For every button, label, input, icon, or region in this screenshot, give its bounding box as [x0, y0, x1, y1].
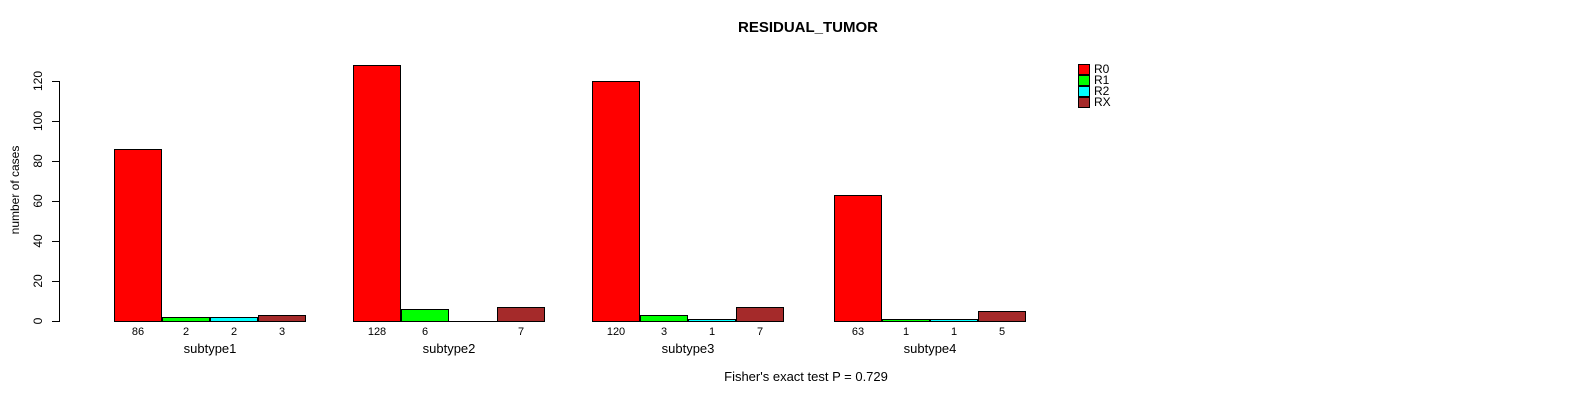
bar-value-label: 86: [131, 326, 145, 338]
legend-label: RX: [1094, 95, 1111, 109]
bar-rx-subtype1: [258, 315, 306, 322]
bar-r2-subtype4: [930, 319, 978, 322]
legend-label: R0: [1094, 62, 1110, 76]
y-tick: [52, 241, 59, 242]
y-axis-line: [59, 81, 60, 322]
bar-r0-subtype2: [353, 65, 401, 322]
fisher-test-annotation: Fisher's exact test P = 0.729: [724, 369, 888, 384]
bar-value-label: 1: [708, 326, 716, 338]
bar-value-label: 5: [998, 326, 1006, 338]
y-tick: [52, 321, 59, 322]
legend-swatch-rx: [1078, 96, 1090, 108]
bar-r1-subtype2: [401, 309, 449, 322]
legend-label: R1: [1094, 73, 1110, 87]
bar-value-label: 2: [182, 326, 190, 338]
bar-value-label: 7: [517, 326, 525, 338]
bar-r0-subtype1: [114, 149, 162, 322]
y-tick: [52, 201, 59, 202]
chart-title: RESIDUAL_TUMOR: [737, 19, 879, 36]
legend-label: R2: [1094, 84, 1110, 98]
legend: R0 R1 R2 RX: [1078, 62, 1111, 109]
bar-rx-subtype3: [736, 307, 784, 322]
bar-rx-subtype2: [497, 307, 545, 322]
x-category-label-subtype4: subtype4: [903, 341, 957, 356]
bar-value-label: 1: [902, 326, 910, 338]
bar-value-label: 63: [851, 326, 865, 338]
y-tick-label: 80: [31, 154, 45, 168]
x-category-label-subtype2: subtype2: [422, 341, 476, 356]
y-axis-title: number of cases: [8, 145, 22, 235]
bar-value-label: 1: [950, 326, 958, 338]
y-tick: [52, 81, 59, 82]
legend-item-r2: R2: [1078, 84, 1111, 98]
bar-value-label: 128: [367, 326, 387, 338]
bar-rx-subtype4: [978, 311, 1026, 322]
legend-swatch-r1: [1078, 74, 1090, 86]
legend-item-r0: R0: [1078, 62, 1111, 76]
bar-r2-subtype1: [210, 317, 258, 322]
bar-r0-subtype3: [592, 81, 640, 322]
bar-value-label: 3: [278, 326, 286, 338]
y-tick: [52, 281, 59, 282]
x-category-label-subtype3: subtype3: [661, 341, 715, 356]
y-tick: [52, 161, 59, 162]
bar-r1-subtype3: [640, 315, 688, 322]
y-tick: [52, 121, 59, 122]
legend-swatch-r0: [1078, 63, 1090, 75]
bar-value-label: 7: [756, 326, 764, 338]
y-tick-label: 120: [31, 70, 45, 92]
bar-value-label: 120: [606, 326, 626, 338]
legend-swatch-r2: [1078, 85, 1090, 97]
bar-value-label: 3: [660, 326, 668, 338]
y-tick-label: 0: [31, 317, 45, 325]
bar-r2-subtype2-zero: [449, 321, 497, 322]
y-tick-label: 60: [31, 194, 45, 208]
y-tick-label: 20: [31, 274, 45, 288]
x-category-label-subtype1: subtype1: [183, 341, 237, 356]
legend-item-rx: RX: [1078, 95, 1111, 109]
y-tick-label: 100: [31, 110, 45, 132]
bar-value-label: 2: [230, 326, 238, 338]
bar-r1-subtype4: [882, 319, 930, 322]
legend-item-r1: R1: [1078, 73, 1111, 87]
bar-r0-subtype4: [834, 195, 882, 322]
bar-r2-subtype3: [688, 319, 736, 322]
bar-r1-subtype1: [162, 317, 210, 322]
y-tick-label: 40: [31, 234, 45, 248]
bar-value-label: 6: [421, 326, 429, 338]
